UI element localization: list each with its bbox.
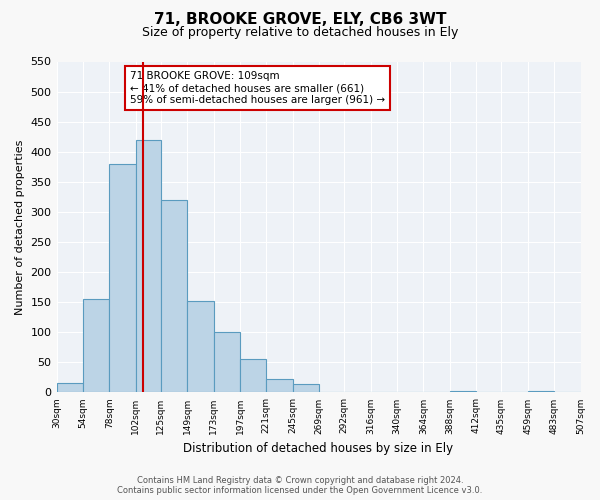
Bar	[266, 379, 293, 392]
Bar	[83, 299, 109, 392]
Text: 71, BROOKE GROVE, ELY, CB6 3WT: 71, BROOKE GROVE, ELY, CB6 3WT	[154, 12, 446, 28]
Bar	[136, 140, 161, 392]
X-axis label: Distribution of detached houses by size in Ely: Distribution of detached houses by size …	[184, 442, 454, 455]
Bar	[109, 164, 136, 392]
Bar	[240, 360, 266, 392]
Bar	[528, 391, 554, 392]
Bar	[161, 200, 187, 392]
Bar	[187, 301, 214, 392]
Y-axis label: Number of detached properties: Number of detached properties	[15, 140, 25, 314]
Bar	[293, 384, 319, 392]
Bar	[56, 384, 83, 392]
Text: 71 BROOKE GROVE: 109sqm
← 41% of detached houses are smaller (661)
59% of semi-d: 71 BROOKE GROVE: 109sqm ← 41% of detache…	[130, 72, 385, 104]
Text: Contains HM Land Registry data © Crown copyright and database right 2024.
Contai: Contains HM Land Registry data © Crown c…	[118, 476, 482, 495]
Bar	[450, 391, 476, 392]
Text: Size of property relative to detached houses in Ely: Size of property relative to detached ho…	[142, 26, 458, 39]
Bar	[214, 332, 240, 392]
